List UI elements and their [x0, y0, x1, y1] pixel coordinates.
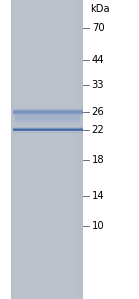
Bar: [13, 0, 78, 299]
Bar: [15, 110, 80, 111]
Text: 22: 22: [92, 125, 105, 135]
Bar: [15, 120, 80, 121]
Bar: [11, 0, 83, 299]
Bar: [15, 115, 80, 116]
Bar: [15, 111, 80, 112]
Text: 10: 10: [92, 221, 104, 231]
Bar: [15, 117, 80, 118]
Bar: [15, 125, 80, 126]
Text: 18: 18: [92, 155, 104, 165]
Bar: [15, 109, 80, 110]
Text: 70: 70: [92, 23, 104, 33]
Bar: [15, 121, 80, 122]
Text: 14: 14: [92, 191, 104, 201]
Text: kDa: kDa: [90, 4, 110, 14]
Bar: [15, 123, 80, 124]
Bar: [15, 112, 80, 113]
Bar: [15, 113, 80, 114]
Bar: [15, 116, 80, 117]
Text: 26: 26: [92, 107, 105, 117]
Text: 44: 44: [92, 55, 104, 65]
Bar: [15, 118, 80, 119]
Bar: [15, 124, 80, 125]
Bar: [15, 122, 80, 123]
Bar: [15, 119, 80, 120]
Text: 33: 33: [92, 80, 104, 90]
Bar: [15, 114, 80, 115]
